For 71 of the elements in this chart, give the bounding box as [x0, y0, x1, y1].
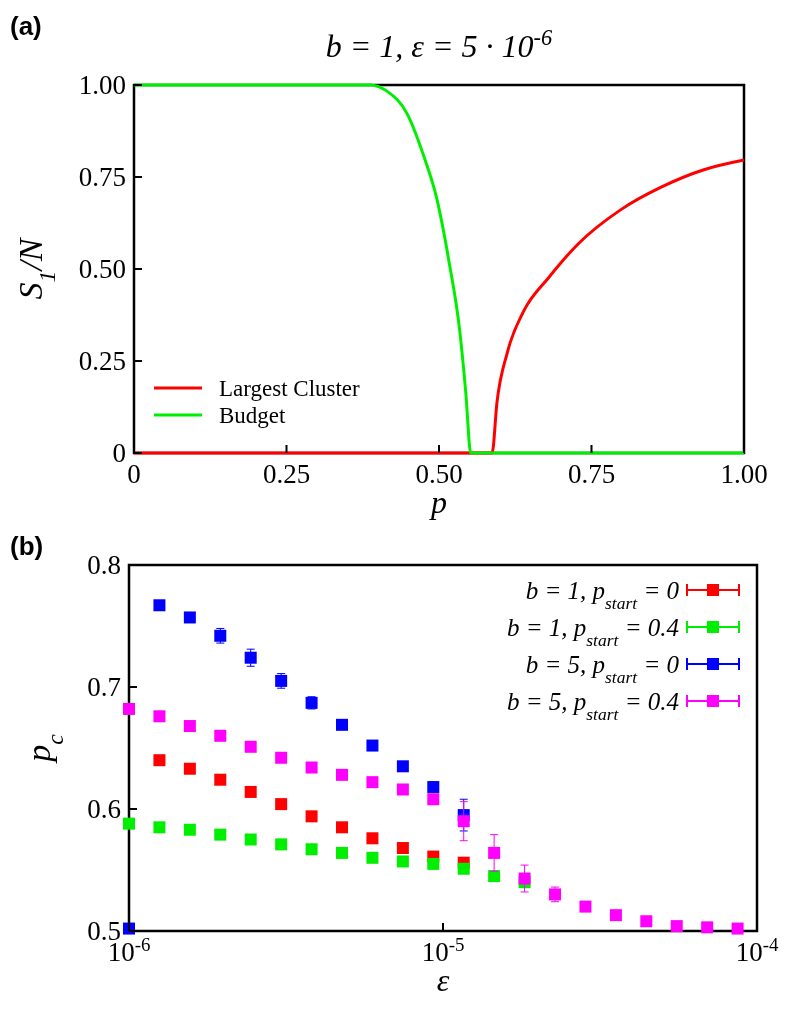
point — [183, 823, 196, 836]
point — [123, 702, 135, 715]
y-tick-label: 0.7 — [87, 672, 121, 702]
point — [366, 832, 379, 845]
point — [336, 768, 348, 781]
legend-label: b = 1, p$_{start}$ = 0 — [525, 577, 680, 613]
point — [214, 773, 227, 786]
point — [670, 920, 683, 933]
point — [183, 611, 196, 624]
point — [396, 760, 409, 773]
line-series — [132, 158, 746, 455]
point — [701, 921, 714, 934]
text: (a) — [10, 11, 42, 41]
point — [609, 909, 622, 922]
point — [396, 842, 409, 855]
legend-label: b = 1, p$_{start}$ = 0.4 — [506, 614, 679, 650]
point — [275, 751, 288, 764]
point — [366, 776, 379, 789]
point — [214, 729, 227, 742]
point — [336, 846, 348, 859]
point — [244, 833, 257, 846]
line-series — [132, 83, 746, 455]
point — [366, 739, 379, 752]
point — [427, 781, 440, 794]
point — [275, 798, 288, 811]
point — [336, 718, 348, 731]
point — [731, 922, 744, 935]
y-tick-label: 0.50 — [78, 254, 126, 284]
point — [244, 785, 257, 798]
point — [153, 599, 166, 612]
legend-label: b = 5, p$_{start}$ = 0.4 — [506, 688, 679, 724]
x-tick-label: 10$^{-4}$ — [735, 933, 779, 967]
point — [488, 846, 501, 859]
chart-title: b = 1, ε = 5 · 10$^{-6}$ — [325, 24, 554, 64]
point — [457, 815, 470, 828]
point — [518, 872, 531, 885]
legend-label: b = 5, p$_{start}$ = 0 — [525, 651, 680, 687]
y-tick-label: 0.25 — [78, 346, 126, 376]
point — [427, 857, 440, 870]
point — [275, 838, 288, 851]
point — [153, 710, 166, 723]
y-tick-label: 0.75 — [78, 162, 126, 192]
legend-label: Largest Cluster — [219, 376, 361, 401]
point — [244, 740, 257, 753]
point — [153, 754, 166, 767]
point — [640, 915, 653, 928]
point — [336, 821, 348, 834]
y-tick-label: 0 — [112, 438, 126, 468]
x-tick-label: 1.00 — [720, 459, 768, 489]
point — [153, 821, 166, 834]
point — [305, 810, 318, 823]
point — [579, 900, 592, 913]
point — [123, 817, 135, 830]
point — [183, 720, 196, 733]
x-tick-label: 0.25 — [262, 459, 311, 489]
x-tick-label: 0.75 — [567, 459, 616, 489]
y-tick-label: 0.6 — [87, 794, 121, 824]
point — [427, 793, 440, 806]
y-tick-label: 1.00 — [78, 70, 126, 100]
point — [366, 851, 379, 864]
point — [305, 761, 318, 774]
text: (b) — [10, 531, 44, 561]
point — [488, 870, 501, 883]
point — [396, 783, 409, 796]
legend-label: Budget — [219, 403, 287, 428]
point — [396, 855, 409, 868]
point — [305, 843, 318, 856]
point — [457, 862, 470, 875]
point — [214, 828, 227, 841]
point — [183, 762, 196, 775]
y-tick-label: 0.8 — [87, 550, 121, 580]
